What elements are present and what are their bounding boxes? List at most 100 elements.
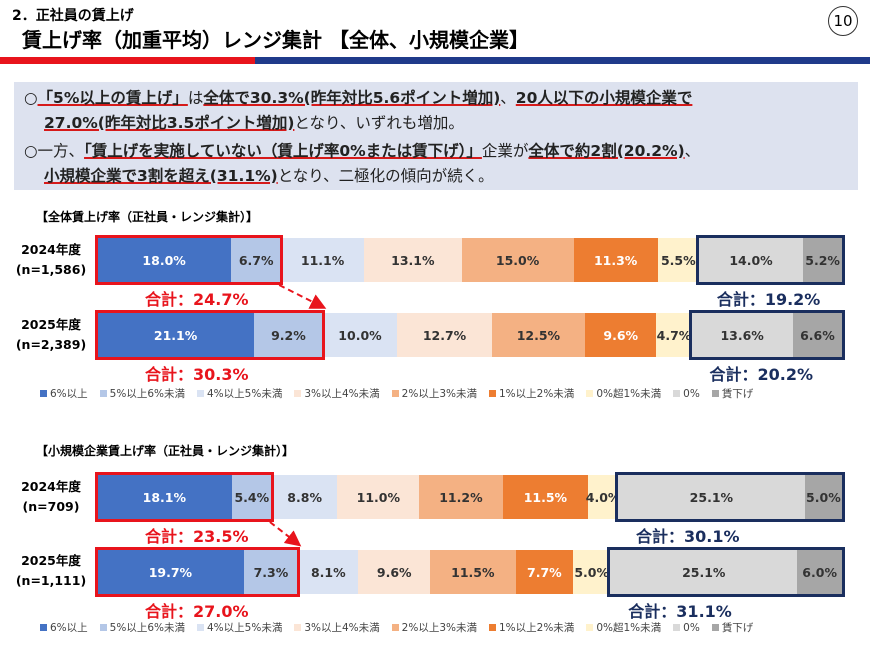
legend-label: 3%以上4%未満 <box>304 388 380 400</box>
total-no-raise: 合計：30.1% <box>635 527 740 546</box>
legend-label: 4%以上5%未満 <box>207 622 283 634</box>
total-raise-5pct: 合計：27.0% <box>145 602 249 621</box>
bar-segment-2025-0: 21.1% <box>97 313 255 357</box>
legend-label: 5%以上6%未満 <box>109 622 185 634</box>
bar-segment-2025-3: 12.7% <box>397 313 492 357</box>
summary-text: 、 <box>684 142 701 160</box>
legend-label: 0% <box>683 621 700 634</box>
legend-swatch <box>488 624 496 631</box>
legend-item: 2%以上3%未満 <box>391 386 477 401</box>
summary-text: は <box>187 89 204 107</box>
total-raise-5pct: 合計：30.3% <box>145 365 249 384</box>
legend-item: 2%以上3%未満 <box>391 620 477 635</box>
highlight-raise-5pct <box>95 310 325 360</box>
row-year: 2024年度 <box>21 479 81 494</box>
section-subtitle: 2．正社員の賃上げ <box>12 8 134 24</box>
total-no-raise: 合計：20.2% <box>709 365 814 384</box>
bar-segment-2025-3: 9.6% <box>358 550 430 594</box>
legend-label: 0%超1%未満 <box>596 622 662 634</box>
bar-segment-2024-2: 8.8% <box>271 475 338 519</box>
legend-item: 5%以上6%未満 <box>99 386 185 401</box>
legend-overall: 6%以上 5%以上6%未満 4%以上5%未満 3%以上4%未満 2%以上3%未満 1%以上… <box>40 386 753 401</box>
legend-swatch <box>711 624 719 631</box>
legend-label: 2%以上3%未満 <box>401 622 477 634</box>
legend-label: 1%以上2%未満 <box>498 622 575 634</box>
summary-text: 全体で約2割(20.2%) <box>528 142 685 160</box>
summary-box: ○「5%以上の賃上げ」は全体で30.3%(昨年対比5.6ポイント増加)、20人以… <box>14 82 858 190</box>
legend-swatch <box>197 624 204 631</box>
summary-text: 「5%以上の賃上げ」 <box>37 89 188 107</box>
legend-label: 0%超1%未満 <box>596 388 662 400</box>
bullet-mark: ○ <box>24 89 38 107</box>
total-raise-5pct: 合計：24.7% <box>145 290 249 309</box>
summary-text: となり、いずれも増加。 <box>294 114 464 132</box>
legend-swatch <box>488 390 496 397</box>
summary-text: 27.0%(昨年対比3.5ポイント増加) <box>44 114 295 132</box>
bar-segment-2025-2: 8.1% <box>298 550 359 594</box>
legend-swatch <box>673 390 681 397</box>
legend-item: 5%以上6%未満 <box>99 620 185 635</box>
bar-segment-2024-2: 11.1% <box>281 238 364 282</box>
chart-title-overall: 【全体賃上げ率（正社員・レンジ集計）】 <box>36 210 259 224</box>
legend-item: 4%以上5%未満 <box>197 386 282 401</box>
legend-label: 4%以上5%未満 <box>207 388 283 400</box>
summary-text: 企業が <box>481 142 529 160</box>
bar-segment-2024-6: 4.0% <box>586 475 620 519</box>
legend-label: 5%以上6%未満 <box>109 388 185 400</box>
bar-segment-2025-6: 5.0% <box>573 550 611 594</box>
row-label-small-2024: 2024年度 (n=709) <box>8 477 94 517</box>
bar-segment-2025-8: 6.6% <box>792 313 842 357</box>
legend-item: 賃下げ <box>711 386 754 401</box>
legend-swatch <box>40 624 47 631</box>
bar-segment-2025-2: 10.0% <box>322 313 398 357</box>
legend-item: 0% <box>673 386 700 401</box>
bar-segment-2025-1: 9.2% <box>254 313 323 357</box>
legend-item: 4%以上5%未満 <box>197 620 282 635</box>
bullet-mark: ○ <box>24 142 38 160</box>
summary-text: 一方、 <box>37 142 85 160</box>
chart-title-small: 【小規模企業賃上げ率（正社員・レンジ集計）】 <box>36 444 295 458</box>
bar-segment-2024-0: 18.1% <box>97 475 232 519</box>
row-label-small-2025: 2025年度 (n=1,111) <box>8 551 94 591</box>
legend-label: 6%以上 <box>50 622 88 634</box>
legend-label: 6%以上 <box>50 388 88 400</box>
row-year: 2025年度 <box>21 317 81 332</box>
bar-segment-2024-1: 5.4% <box>231 475 272 519</box>
row-n: (n=709) <box>22 499 80 514</box>
legend-swatch <box>294 624 302 631</box>
bar-segment-2024-7: 25.1% <box>617 475 805 519</box>
legend-item: 1%以上2%未満 <box>488 620 575 635</box>
legend-swatch <box>99 390 107 397</box>
page-title: 賃上げ率（加重平均）レンジ集計 【全体、小規模企業】 <box>22 28 529 52</box>
legend-swatch <box>711 390 719 397</box>
legend-item: 3%以上4%未満 <box>294 386 380 401</box>
row-label-overall-2024: 2024年度 (n=1,586) <box>8 240 94 280</box>
summary-text: 全体で30.3%(昨年対比5.6ポイント増加) <box>203 89 501 107</box>
legend-label: 0% <box>683 387 700 400</box>
summary-bullet-2: ○一方、「賃上げを実施していない（賃上げ率0%または賃下げ）」企業が全体で約2割… <box>24 139 850 189</box>
bar-segment-2024-7: 14.0% <box>698 238 804 282</box>
legend-swatch <box>586 390 594 397</box>
highlight-no-raise <box>607 547 845 597</box>
bar-segment-2025-1: 7.3% <box>243 550 299 594</box>
legend-label: 3%以上4%未満 <box>304 622 380 634</box>
bar-segment-2025-5: 9.6% <box>584 313 657 357</box>
legend-item: 賃下げ <box>711 620 754 635</box>
summary-text: となり、二極化の傾向が続く。 <box>277 167 494 185</box>
bar-segment-2025-5: 7.7% <box>515 550 574 594</box>
highlight-raise-5pct <box>95 472 274 522</box>
bar-segment-2025-7: 13.6% <box>691 313 793 357</box>
row-label-overall-2025: 2025年度 (n=2,389) <box>8 315 94 355</box>
total-raise-5pct: 合計：23.5% <box>145 527 249 546</box>
legend-swatch <box>391 624 399 631</box>
legend-label: 賃下げ <box>721 622 754 634</box>
legend-label: 1%以上2%未満 <box>498 388 575 400</box>
summary-text: 小規模企業で3割を超え(31.1%) <box>44 167 278 185</box>
legend-item: 0% <box>673 620 700 635</box>
legend-item: 0%超1%未満 <box>586 620 661 635</box>
legend-label: 賃下げ <box>721 388 754 400</box>
summary-text: 「賃上げを実施していない（賃上げ率0%または賃下げ）」 <box>84 142 482 160</box>
highlight-raise-5pct <box>95 235 284 285</box>
row-n: (n=1,111) <box>15 573 87 588</box>
